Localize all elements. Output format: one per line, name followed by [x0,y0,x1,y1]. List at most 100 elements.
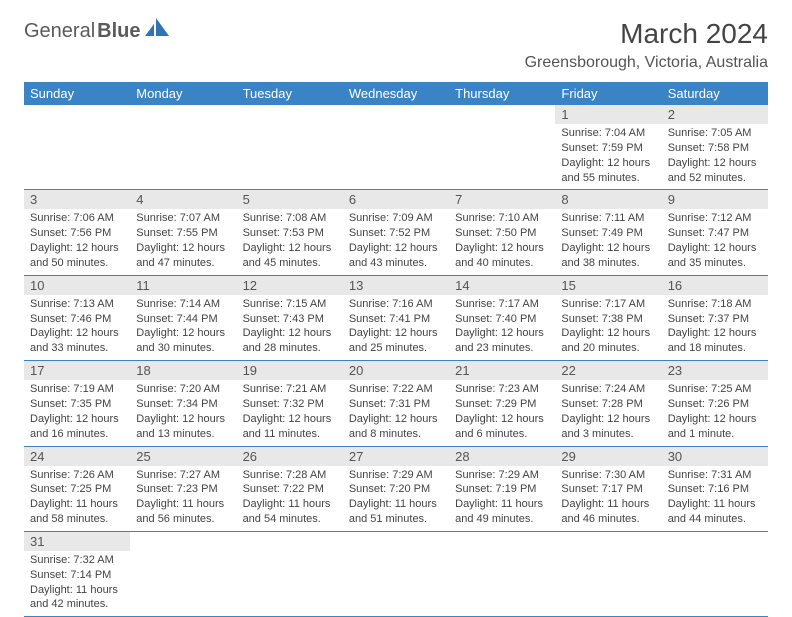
day-details: Sunrise: 7:20 AMSunset: 7:34 PMDaylight:… [130,380,236,445]
sunrise-line: Sunrise: 7:22 AM [349,382,443,397]
calendar-body: 1Sunrise: 7:04 AMSunset: 7:59 PMDaylight… [24,105,768,617]
day-number: 6 [343,190,449,209]
day-cell: 27Sunrise: 7:29 AMSunset: 7:20 PMDayligh… [343,446,449,531]
sunrise-line: Sunrise: 7:30 AM [561,468,655,483]
day-cell: 25Sunrise: 7:27 AMSunset: 7:23 PMDayligh… [130,446,236,531]
day-details: Sunrise: 7:16 AMSunset: 7:41 PMDaylight:… [343,295,449,360]
sunrise-line: Sunrise: 7:23 AM [455,382,549,397]
day-details: Sunrise: 7:32 AMSunset: 7:14 PMDaylight:… [24,551,130,616]
daylight-line: Daylight: 11 hours and 58 minutes. [30,497,124,527]
day-details: Sunrise: 7:29 AMSunset: 7:20 PMDaylight:… [343,466,449,531]
day-number: 12 [237,276,343,295]
day-details: Sunrise: 7:22 AMSunset: 7:31 PMDaylight:… [343,380,449,445]
sunset-line: Sunset: 7:53 PM [243,226,337,241]
header: GeneralBlue March 2024 Greensborough, Vi… [24,18,768,72]
day-number: 3 [24,190,130,209]
day-cell: 22Sunrise: 7:24 AMSunset: 7:28 PMDayligh… [555,361,661,446]
empty-cell [662,531,768,616]
daylight-line: Daylight: 11 hours and 42 minutes. [30,583,124,613]
day-number: 21 [449,361,555,380]
sunset-line: Sunset: 7:26 PM [668,397,762,412]
daylight-line: Daylight: 12 hours and 47 minutes. [136,241,230,271]
sunset-line: Sunset: 7:29 PM [455,397,549,412]
sunset-line: Sunset: 7:46 PM [30,312,124,327]
sunrise-line: Sunrise: 7:20 AM [136,382,230,397]
weekday-header: Friday [555,82,661,105]
sunset-line: Sunset: 7:22 PM [243,482,337,497]
sunrise-line: Sunrise: 7:29 AM [455,468,549,483]
sunrise-line: Sunrise: 7:26 AM [30,468,124,483]
calendar-row: 31Sunrise: 7:32 AMSunset: 7:14 PMDayligh… [24,531,768,616]
day-details: Sunrise: 7:10 AMSunset: 7:50 PMDaylight:… [449,209,555,274]
day-number: 18 [130,361,236,380]
sunset-line: Sunset: 7:52 PM [349,226,443,241]
daylight-line: Daylight: 12 hours and 35 minutes. [668,241,762,271]
sunrise-line: Sunrise: 7:16 AM [349,297,443,312]
day-details: Sunrise: 7:09 AMSunset: 7:52 PMDaylight:… [343,209,449,274]
day-number: 23 [662,361,768,380]
sunset-line: Sunset: 7:23 PM [136,482,230,497]
day-details: Sunrise: 7:25 AMSunset: 7:26 PMDaylight:… [662,380,768,445]
daylight-line: Daylight: 12 hours and 1 minute. [668,412,762,442]
sunrise-line: Sunrise: 7:07 AM [136,211,230,226]
sunset-line: Sunset: 7:58 PM [668,141,762,156]
sunset-line: Sunset: 7:43 PM [243,312,337,327]
day-cell: 29Sunrise: 7:30 AMSunset: 7:17 PMDayligh… [555,446,661,531]
day-number: 28 [449,447,555,466]
day-details: Sunrise: 7:29 AMSunset: 7:19 PMDaylight:… [449,466,555,531]
sunset-line: Sunset: 7:34 PM [136,397,230,412]
daylight-line: Daylight: 12 hours and 45 minutes. [243,241,337,271]
daylight-line: Daylight: 12 hours and 11 minutes. [243,412,337,442]
day-details: Sunrise: 7:12 AMSunset: 7:47 PMDaylight:… [662,209,768,274]
day-cell: 11Sunrise: 7:14 AMSunset: 7:44 PMDayligh… [130,275,236,360]
sunrise-line: Sunrise: 7:32 AM [30,553,124,568]
day-cell: 4Sunrise: 7:07 AMSunset: 7:55 PMDaylight… [130,190,236,275]
sunrise-line: Sunrise: 7:05 AM [668,126,762,141]
day-cell: 17Sunrise: 7:19 AMSunset: 7:35 PMDayligh… [24,361,130,446]
day-cell: 16Sunrise: 7:18 AMSunset: 7:37 PMDayligh… [662,275,768,360]
sunset-line: Sunset: 7:49 PM [561,226,655,241]
sunset-line: Sunset: 7:32 PM [243,397,337,412]
daylight-line: Daylight: 11 hours and 46 minutes. [561,497,655,527]
sunrise-line: Sunrise: 7:10 AM [455,211,549,226]
daylight-line: Daylight: 11 hours and 56 minutes. [136,497,230,527]
day-cell: 12Sunrise: 7:15 AMSunset: 7:43 PMDayligh… [237,275,343,360]
empty-cell [555,531,661,616]
day-number: 31 [24,532,130,551]
weekday-header: Tuesday [237,82,343,105]
daylight-line: Daylight: 12 hours and 18 minutes. [668,326,762,356]
day-cell: 10Sunrise: 7:13 AMSunset: 7:46 PMDayligh… [24,275,130,360]
sail-icon [145,18,171,44]
sunrise-line: Sunrise: 7:08 AM [243,211,337,226]
day-number: 30 [662,447,768,466]
day-number: 22 [555,361,661,380]
daylight-line: Daylight: 12 hours and 28 minutes. [243,326,337,356]
day-cell: 19Sunrise: 7:21 AMSunset: 7:32 PMDayligh… [237,361,343,446]
empty-cell [237,105,343,190]
sunrise-line: Sunrise: 7:27 AM [136,468,230,483]
sunrise-line: Sunrise: 7:13 AM [30,297,124,312]
sunset-line: Sunset: 7:19 PM [455,482,549,497]
sunset-line: Sunset: 7:50 PM [455,226,549,241]
day-details: Sunrise: 7:17 AMSunset: 7:40 PMDaylight:… [449,295,555,360]
day-number: 27 [343,447,449,466]
day-details: Sunrise: 7:05 AMSunset: 7:58 PMDaylight:… [662,124,768,189]
sunset-line: Sunset: 7:38 PM [561,312,655,327]
sunset-line: Sunset: 7:25 PM [30,482,124,497]
day-cell: 23Sunrise: 7:25 AMSunset: 7:26 PMDayligh… [662,361,768,446]
sunset-line: Sunset: 7:20 PM [349,482,443,497]
empty-cell [237,531,343,616]
daylight-line: Daylight: 12 hours and 8 minutes. [349,412,443,442]
day-number: 11 [130,276,236,295]
day-details: Sunrise: 7:23 AMSunset: 7:29 PMDaylight:… [449,380,555,445]
day-cell: 8Sunrise: 7:11 AMSunset: 7:49 PMDaylight… [555,190,661,275]
day-cell: 5Sunrise: 7:08 AMSunset: 7:53 PMDaylight… [237,190,343,275]
calendar-header-row: SundayMondayTuesdayWednesdayThursdayFrid… [24,82,768,105]
daylight-line: Daylight: 11 hours and 51 minutes. [349,497,443,527]
sunset-line: Sunset: 7:14 PM [30,568,124,583]
weekday-header: Saturday [662,82,768,105]
sunset-line: Sunset: 7:47 PM [668,226,762,241]
day-cell: 6Sunrise: 7:09 AMSunset: 7:52 PMDaylight… [343,190,449,275]
day-cell: 30Sunrise: 7:31 AMSunset: 7:16 PMDayligh… [662,446,768,531]
day-cell: 3Sunrise: 7:06 AMSunset: 7:56 PMDaylight… [24,190,130,275]
